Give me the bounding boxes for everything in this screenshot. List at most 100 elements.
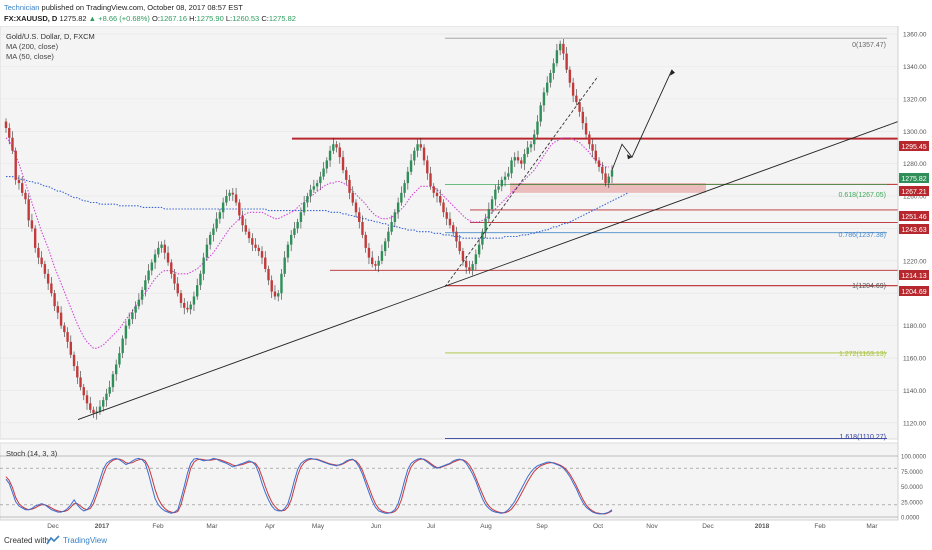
time-tick-label: Apr (265, 523, 276, 530)
candle (338, 142, 341, 164)
projection-arrowhead (670, 69, 675, 76)
candle (484, 213, 487, 239)
candle (597, 157, 601, 172)
candle-body (111, 374, 115, 388)
candle (588, 131, 591, 150)
candle-body (46, 273, 50, 284)
candle (37, 243, 40, 265)
candle-body (588, 134, 591, 145)
candle (309, 184, 312, 203)
candle (189, 301, 192, 315)
candle (179, 289, 183, 308)
candle-body (435, 192, 439, 197)
candle (601, 162, 604, 180)
candle-body (432, 186, 435, 193)
candle-body (464, 260, 468, 268)
candle-body (445, 212, 448, 219)
candle-body (325, 160, 329, 169)
price-chart[interactable]: 1120.001140.001160.001180.001200.001220.… (0, 26, 932, 532)
time-tick-label: Feb (152, 523, 164, 530)
candle-body (280, 273, 283, 294)
candle (234, 187, 238, 206)
candle-body (439, 196, 442, 203)
time-tick-label: Oct (593, 523, 603, 530)
price-grid (0, 33, 898, 424)
candle (578, 98, 581, 117)
candle (257, 244, 260, 256)
candle (370, 251, 374, 268)
candle-body (228, 192, 231, 197)
candle-body (273, 291, 277, 297)
candle-body (364, 234, 367, 248)
candle-body (358, 212, 361, 222)
candle-body (76, 366, 79, 378)
candle-body (461, 251, 465, 261)
drawings (77, 69, 899, 420)
candle (487, 202, 491, 222)
candle (396, 197, 400, 219)
candle-body (419, 144, 423, 148)
candle (377, 255, 380, 273)
candle (66, 327, 69, 349)
candle (72, 351, 76, 371)
candle-body (231, 192, 235, 195)
candle-body (59, 312, 63, 326)
candle-body (526, 147, 529, 154)
candle-body (173, 273, 176, 284)
moving-averages (5, 137, 629, 349)
publish-line: Technician published on TradingView.com,… (4, 3, 243, 12)
candle (27, 194, 30, 227)
candle (581, 106, 585, 130)
candle-body (270, 280, 273, 292)
author-link[interactable]: Technician (4, 3, 40, 12)
candle (228, 189, 231, 201)
candle (416, 139, 419, 158)
candle (11, 131, 14, 154)
candle-body (390, 221, 393, 232)
candle (387, 226, 390, 248)
footer: Created with TradingView (0, 532, 932, 550)
candle-body (354, 202, 358, 213)
candle-body (114, 364, 118, 375)
time-axis[interactable]: Dec 2017 Feb Mar Apr May Jun Jul Aug Sep Oct Nov Dec… (0, 519, 898, 530)
price-tick-label: 1120.00 (903, 420, 926, 427)
candle (202, 252, 205, 281)
close-value: 1275.82 (268, 14, 296, 23)
candle-body (24, 192, 27, 200)
candle (400, 186, 403, 206)
publish-info: published on TradingView.com, October 08… (41, 3, 243, 12)
stoch-tick-label: 0.0000 (901, 516, 920, 522)
candle (607, 173, 610, 188)
candle-body (208, 234, 212, 245)
fib-1272-label: 1.272(1163.13) (839, 351, 886, 358)
candle-body (562, 43, 565, 54)
low-label: L: (225, 14, 233, 23)
candle (380, 244, 384, 265)
candle (299, 207, 303, 229)
price-change: +8.66 (+0.68%) (98, 14, 150, 23)
candle (166, 246, 170, 266)
candle-body (283, 257, 286, 274)
candle-body (144, 280, 147, 290)
candle (471, 260, 474, 276)
candle (584, 116, 588, 138)
price-badge-res1: 1295.45 (899, 141, 929, 151)
candle-body (601, 166, 604, 174)
candle (17, 175, 21, 190)
tradingview-brand[interactable]: TradingView (63, 536, 108, 545)
candle (264, 251, 267, 273)
candle (455, 226, 458, 248)
candle-body (241, 215, 244, 226)
candle (56, 301, 60, 320)
svg-text:1214.13: 1214.13 (901, 273, 926, 280)
price-axis[interactable]: 1120.001140.001160.001180.001200.001220.… (897, 26, 927, 520)
candle (247, 228, 251, 244)
fib-1618-label: 1.618(1110.27) (840, 434, 886, 441)
candle-body (124, 325, 128, 339)
price-tick-label: 1340.00 (903, 64, 927, 71)
candle-body (160, 244, 163, 248)
candle-body (452, 225, 455, 232)
candle (461, 247, 465, 266)
candle-body (403, 183, 406, 193)
candle (218, 209, 222, 224)
